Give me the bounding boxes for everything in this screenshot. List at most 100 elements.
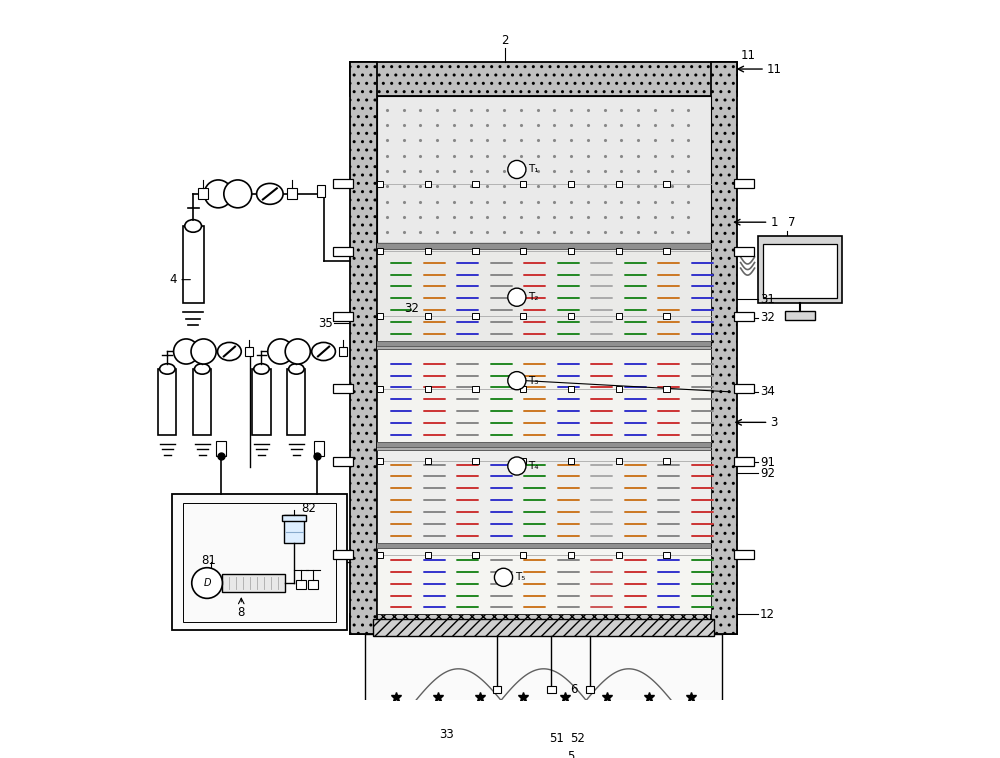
Bar	[377, 346, 711, 349]
Bar	[350, 615, 737, 634]
Bar	[425, 552, 431, 558]
Bar	[663, 386, 670, 392]
Bar	[616, 180, 622, 187]
Bar	[198, 188, 208, 199]
Bar	[734, 384, 754, 393]
Text: D: D	[203, 578, 211, 588]
Ellipse shape	[289, 364, 304, 374]
Bar	[425, 313, 431, 319]
Text: 8: 8	[238, 606, 245, 619]
Bar	[663, 552, 670, 558]
Text: 33: 33	[439, 728, 454, 741]
Bar	[568, 458, 574, 465]
Circle shape	[508, 161, 526, 179]
Bar	[616, 386, 622, 392]
Bar	[520, 386, 526, 392]
Bar	[520, 180, 526, 187]
Bar	[493, 685, 501, 693]
Bar	[377, 180, 383, 187]
Bar	[785, 311, 815, 320]
Text: 34: 34	[760, 385, 775, 398]
Text: 11: 11	[741, 49, 756, 61]
Bar	[308, 580, 318, 589]
Bar	[472, 248, 479, 255]
Text: T₅: T₅	[515, 572, 525, 582]
Bar	[339, 346, 347, 356]
Bar	[377, 249, 711, 341]
Bar	[183, 226, 204, 302]
Bar	[350, 62, 737, 96]
Text: 2: 2	[501, 33, 509, 47]
Circle shape	[508, 457, 526, 475]
Bar	[314, 440, 324, 456]
Text: 1: 1	[771, 216, 778, 229]
Bar	[472, 458, 479, 465]
Bar	[222, 574, 285, 592]
Circle shape	[285, 339, 310, 364]
Bar	[711, 62, 737, 634]
Bar	[663, 248, 670, 255]
Bar	[284, 515, 304, 543]
Text: 4: 4	[170, 273, 177, 287]
Circle shape	[192, 568, 222, 598]
Bar	[377, 248, 383, 255]
Bar	[365, 634, 722, 711]
Bar	[425, 458, 431, 465]
Circle shape	[191, 339, 216, 364]
Bar	[472, 552, 479, 558]
Bar	[472, 180, 479, 187]
Bar	[252, 369, 271, 435]
Bar	[734, 312, 754, 321]
Bar	[333, 179, 353, 188]
Bar	[520, 248, 526, 255]
Bar	[758, 236, 842, 302]
Text: 32: 32	[760, 311, 775, 324]
Bar	[520, 313, 526, 319]
Bar	[520, 458, 526, 465]
Ellipse shape	[185, 220, 202, 232]
Bar	[377, 552, 383, 558]
Text: 92: 92	[760, 467, 775, 480]
Bar	[317, 185, 325, 197]
Text: 52: 52	[570, 731, 585, 744]
Text: 7: 7	[788, 217, 795, 230]
Bar	[183, 503, 336, 622]
Text: 3: 3	[771, 416, 778, 429]
Circle shape	[174, 339, 199, 364]
Bar	[568, 386, 574, 392]
Bar	[158, 369, 176, 435]
Bar	[520, 552, 526, 558]
Text: 31: 31	[760, 293, 775, 305]
Bar	[472, 386, 479, 392]
Bar	[377, 243, 711, 249]
Bar	[377, 543, 711, 548]
Bar	[333, 550, 353, 559]
Bar	[193, 369, 211, 435]
Bar	[245, 346, 253, 356]
Text: 35: 35	[318, 317, 333, 330]
Bar	[547, 685, 556, 693]
Bar	[568, 248, 574, 255]
Bar	[734, 246, 754, 255]
Bar	[663, 180, 670, 187]
Bar	[377, 349, 711, 442]
Bar	[734, 550, 754, 559]
Bar	[333, 246, 353, 255]
Text: 51: 51	[549, 731, 564, 744]
Bar	[377, 450, 711, 543]
Text: 91: 91	[760, 456, 775, 468]
Bar	[350, 62, 377, 634]
Bar	[377, 313, 383, 319]
Ellipse shape	[218, 343, 241, 361]
Text: 6: 6	[570, 683, 577, 697]
Bar	[568, 313, 574, 319]
Bar	[663, 313, 670, 319]
Text: 5: 5	[567, 750, 574, 758]
Bar	[425, 386, 431, 392]
Text: 11: 11	[767, 62, 782, 76]
Text: 12: 12	[760, 608, 775, 621]
Ellipse shape	[160, 364, 175, 374]
Bar	[216, 440, 226, 456]
Bar	[425, 180, 431, 187]
Bar	[377, 96, 711, 243]
